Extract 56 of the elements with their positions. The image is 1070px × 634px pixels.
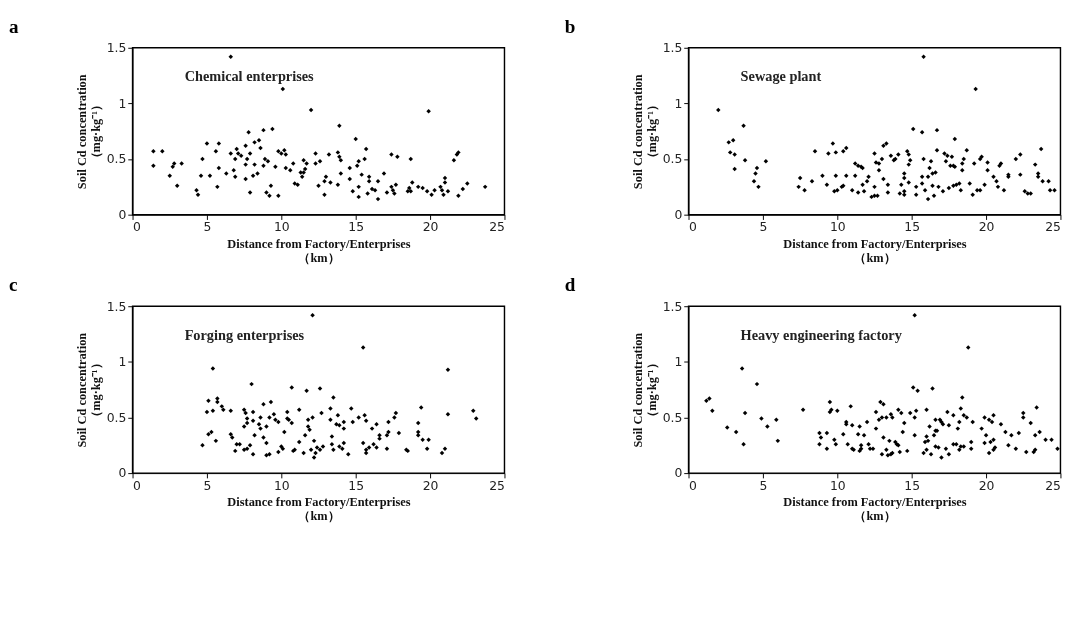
x-tick-label: 5 xyxy=(203,219,212,235)
y-tick-label: 0.5 xyxy=(106,409,127,425)
y-tick-label: 1 xyxy=(118,354,127,370)
chart-title: d xyxy=(564,273,576,295)
y-tick-label: 0 xyxy=(118,206,127,222)
x-tick-label: 0 xyxy=(133,219,142,235)
x-axis-title: Distance from Factory/Enterprises （km） xyxy=(783,236,967,265)
y-tick-label: 1.5 xyxy=(106,298,127,314)
annotation: Chemical enterprises xyxy=(184,68,315,85)
y-tick-label: 0.5 xyxy=(662,151,683,167)
chart-title: a xyxy=(8,15,19,37)
y-tick-label: 0 xyxy=(674,465,683,481)
y-axis-title: Soil Cd concentration （mg·kg⁻¹） xyxy=(74,332,103,448)
annotation: Sewage plant xyxy=(740,68,822,85)
x-axis-title: Distance from Factory/Enterprises （km） xyxy=(227,236,411,265)
y-axis-title: Soil Cd concentration （mg·kg⁻¹） xyxy=(74,74,103,190)
x-tick-label: 25 xyxy=(1045,219,1061,235)
x-tick-label: 0 xyxy=(133,477,142,493)
x-tick-label: 15 xyxy=(348,477,365,493)
x-tick-label: 10 xyxy=(829,477,846,493)
y-axis-title: Soil Cd concentration （mg·kg⁻¹） xyxy=(630,332,659,448)
y-tick-label: 1 xyxy=(674,354,683,370)
x-tick-label: 25 xyxy=(489,219,505,235)
x-tick-label: 10 xyxy=(273,477,290,493)
x-axis-title: Distance from Factory/Enterprises （km） xyxy=(783,495,967,524)
y-tick-label: 0.5 xyxy=(662,409,683,425)
chart-title: c xyxy=(8,273,18,295)
y-tick-label: 1 xyxy=(674,95,683,111)
x-tick-label: 5 xyxy=(203,477,212,493)
y-tick-label: 0.5 xyxy=(106,151,127,167)
x-tick-label: 15 xyxy=(904,477,921,493)
y-axis-title: Soil Cd concentration （mg·kg⁻¹） xyxy=(630,74,659,190)
x-tick-label: 15 xyxy=(348,219,365,235)
y-tick-label: 1.5 xyxy=(662,298,683,314)
x-tick-label: 25 xyxy=(489,477,505,493)
x-tick-label: 20 xyxy=(422,477,439,493)
x-tick-label: 20 xyxy=(978,477,995,493)
y-tick-label: 0 xyxy=(118,465,127,481)
x-tick-label: 20 xyxy=(422,219,439,235)
y-tick-label: 1 xyxy=(118,95,127,111)
y-tick-label: 0 xyxy=(674,206,683,222)
x-axis-title: Distance from Factory/Enterprises （km） xyxy=(227,495,411,524)
x-tick-label: 0 xyxy=(689,219,698,235)
y-tick-label: 1.5 xyxy=(106,40,127,56)
chart-title: b xyxy=(564,15,576,37)
x-tick-label: 10 xyxy=(273,219,290,235)
x-tick-label: 15 xyxy=(904,219,921,235)
x-tick-label: 10 xyxy=(829,219,846,235)
annotation: Heavy engineering factory xyxy=(740,326,903,343)
x-tick-label: 5 xyxy=(759,477,768,493)
annotation: Forging enterprises xyxy=(184,326,305,343)
y-tick-label: 1.5 xyxy=(662,40,683,56)
x-tick-label: 25 xyxy=(1045,477,1061,493)
x-tick-label: 5 xyxy=(759,219,768,235)
x-tick-label: 0 xyxy=(689,477,698,493)
x-tick-label: 20 xyxy=(978,219,995,235)
